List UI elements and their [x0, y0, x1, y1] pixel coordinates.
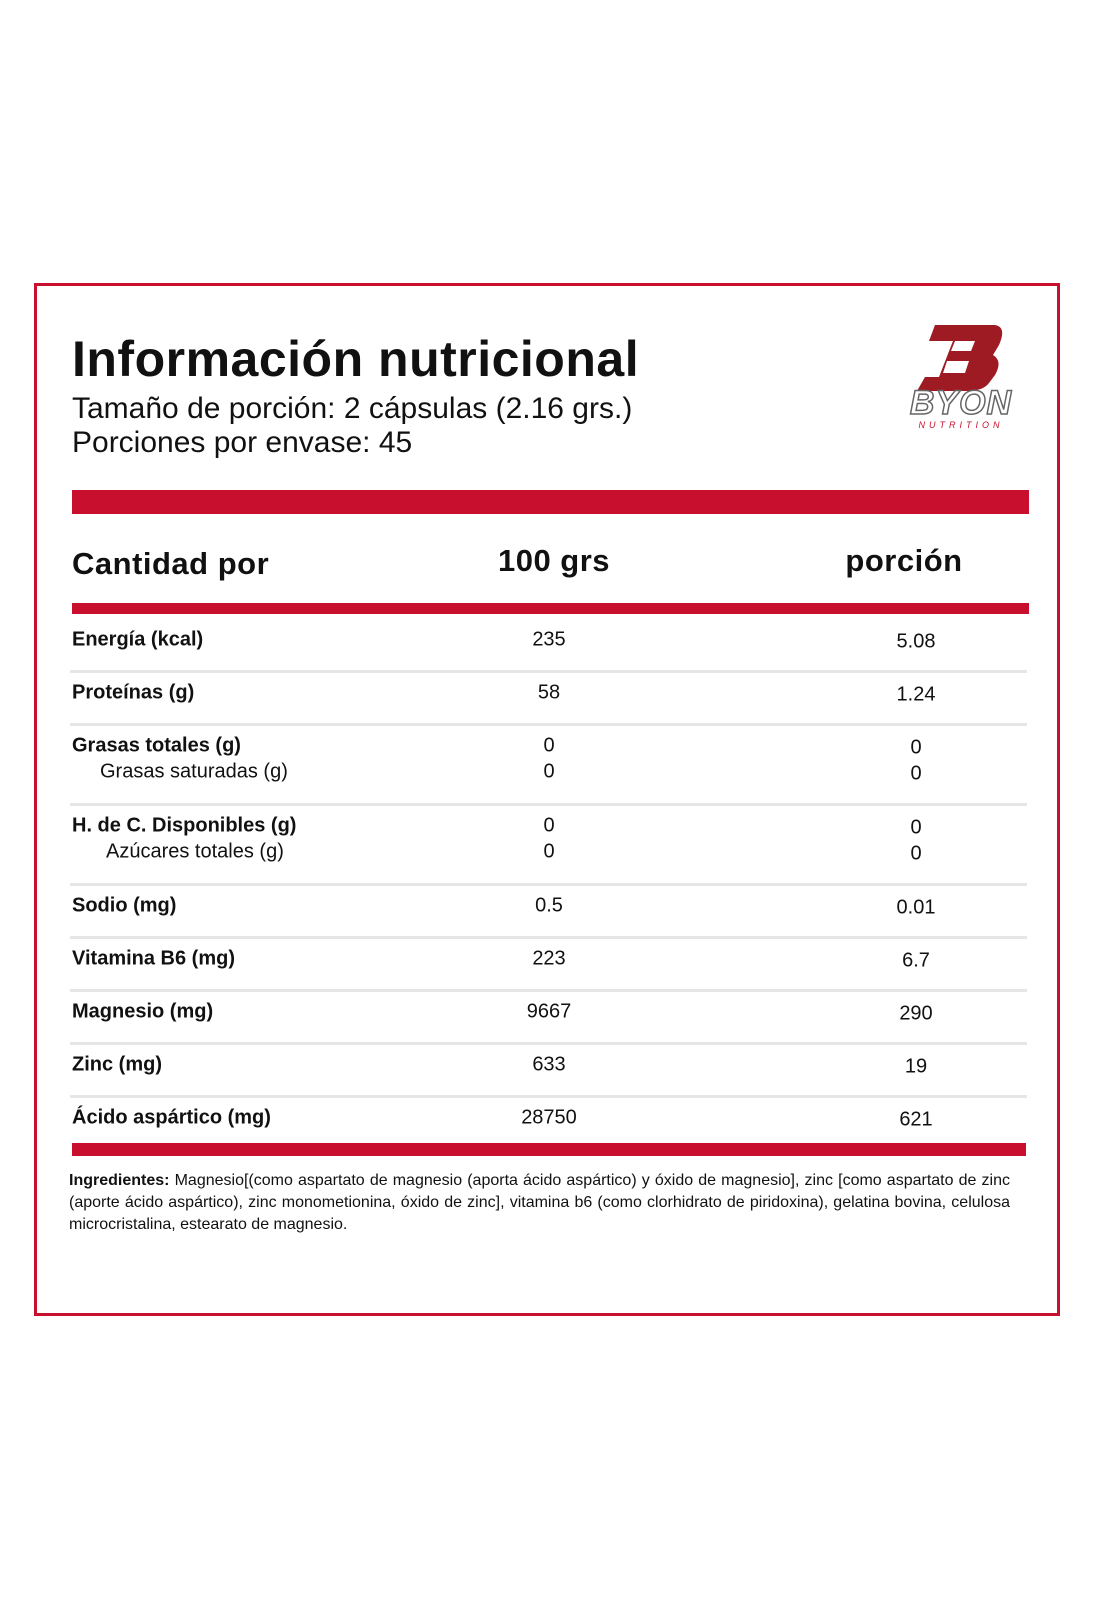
nutrient-label: Proteínas (g)	[72, 681, 195, 704]
value-portion: 290	[899, 1002, 933, 1025]
column-header: 100 grs	[497, 543, 611, 578]
value-100g: 28750	[521, 1106, 577, 1129]
value-portion: 0	[910, 736, 922, 759]
servings: Porciones por envase: 45	[72, 426, 413, 459]
value-100g: 0.5	[535, 894, 563, 917]
value-100g: 0	[543, 734, 555, 757]
row-separator	[70, 1095, 1027, 1098]
nutrient-label: Magnesio (mg)	[72, 1000, 214, 1023]
nutrient-label: H. de C. Disponibles (g)	[72, 814, 297, 837]
title: Información nutricional	[72, 331, 640, 387]
value-100g: 223	[532, 947, 566, 970]
value-portion: 19	[904, 1055, 928, 1078]
logo-tagline: NUTRITION	[919, 420, 1004, 430]
logo-brand: BYON	[910, 384, 1013, 422]
nutrient-label: Zinc (mg)	[72, 1053, 162, 1076]
row-separator	[70, 723, 1027, 726]
value-portion: 0.01	[896, 896, 936, 919]
value-100g: 0	[543, 840, 555, 863]
value-100g: 0	[543, 814, 555, 837]
sub-nutrient-label: Grasas saturadas (g)	[100, 760, 288, 783]
value-portion: 0	[910, 816, 922, 839]
value-100g: 9667	[526, 1000, 572, 1023]
nutrient-label: Ácido aspártico (mg)	[72, 1106, 271, 1129]
nutrient-label: Grasas totales (g)	[72, 734, 241, 757]
logo: BYON NUTRITION	[909, 325, 1013, 430]
red-bar	[72, 490, 1029, 514]
column-header: porción	[845, 543, 963, 578]
red-bar	[72, 603, 1029, 614]
logo-cutout	[943, 341, 975, 373]
nutrient-label: Energía (kcal)	[72, 628, 204, 651]
row-separator	[70, 670, 1027, 673]
value-portion: 1.24	[896, 683, 936, 706]
value-100g: 633	[532, 1053, 566, 1076]
value-portion: 0	[910, 762, 922, 785]
nutrient-label: Vitamina B6 (mg)	[72, 947, 235, 970]
ingredients: Ingredientes: Magnesio[(como aspartato d…	[69, 1170, 1010, 1236]
ingredients-text: Magnesio[(como aspartato de magnesio (ap…	[69, 1172, 1010, 1233]
red-bar	[72, 1143, 1026, 1156]
value-portion: 5.08	[896, 630, 936, 653]
value-portion: 6.7	[902, 949, 930, 972]
row-separator	[70, 936, 1027, 939]
column-header: Cantidad por	[72, 546, 270, 581]
sub-nutrient-label: Azúcares totales (g)	[106, 840, 284, 863]
value-portion: 0	[910, 842, 922, 865]
row-separator	[70, 1042, 1027, 1045]
value-100g: 58	[537, 681, 561, 704]
nutrient-label: Sodio (mg)	[72, 894, 177, 917]
logo-mark	[917, 325, 1003, 391]
row-separator	[70, 883, 1027, 886]
row-separator	[70, 989, 1027, 992]
value-100g: 235	[532, 628, 566, 651]
ingredients-label: Ingredientes:	[69, 1172, 170, 1189]
value-100g: 0	[543, 760, 555, 783]
row-separator	[70, 803, 1027, 806]
serving-size: Tamaño de porción: 2 cápsulas (2.16 grs.…	[72, 392, 633, 425]
value-portion: 621	[899, 1108, 933, 1131]
label-frame	[34, 283, 1060, 1316]
